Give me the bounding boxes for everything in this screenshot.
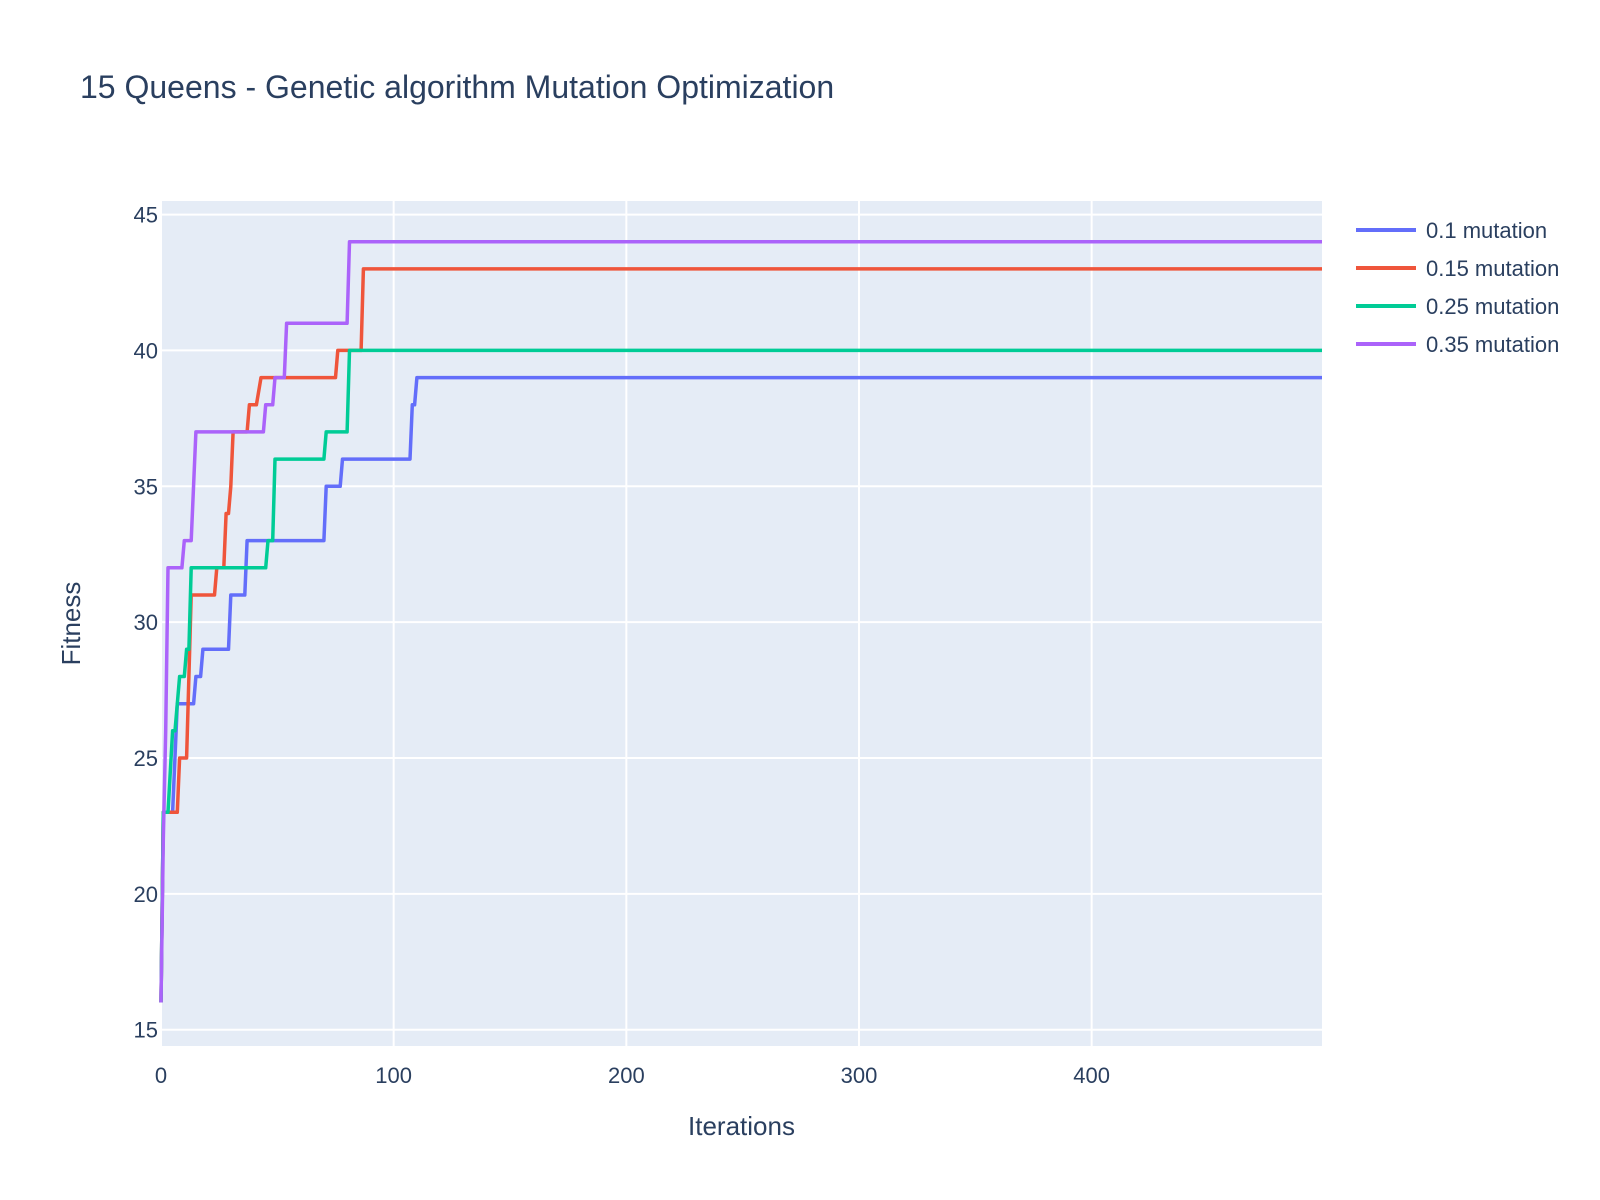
x-tick-label: 100 bbox=[375, 1063, 412, 1088]
axis-ticks: 0 100 200 300 400 15 20 25 30 35 40 45 bbox=[134, 203, 1111, 1088]
x-tick-label: 400 bbox=[1073, 1063, 1110, 1088]
y-tick-label: 25 bbox=[134, 746, 158, 771]
legend-label: 0.25 mutation bbox=[1426, 294, 1559, 319]
series-lines bbox=[159, 240, 1322, 1003]
x-axis-title: Iterations bbox=[688, 1111, 795, 1141]
series-line-0 bbox=[159, 375, 1322, 1003]
y-tick-label: 40 bbox=[134, 338, 158, 363]
y-tick-label: 15 bbox=[134, 1018, 158, 1043]
legend-item[interactable]: 0.1 mutation bbox=[1356, 218, 1547, 243]
chart-title: 15 Queens - Genetic algorithm Mutation O… bbox=[80, 69, 834, 105]
series-line-1 bbox=[159, 267, 1322, 1003]
legend-item[interactable]: 0.15 mutation bbox=[1356, 256, 1559, 281]
plot-area bbox=[161, 201, 1322, 1046]
legend-label: 0.35 mutation bbox=[1426, 332, 1559, 357]
legend[interactable]: 0.1 mutation 0.15 mutation 0.25 mutation 0.… bbox=[1356, 218, 1559, 357]
y-tick-label: 45 bbox=[134, 203, 158, 228]
series-line-3 bbox=[159, 240, 1322, 1003]
legend-item[interactable]: 0.25 mutation bbox=[1356, 294, 1559, 319]
y-tick-label: 20 bbox=[134, 882, 158, 907]
x-tick-label: 0 bbox=[155, 1063, 167, 1088]
legend-label: 0.15 mutation bbox=[1426, 256, 1559, 281]
y-axis-title: Fitness bbox=[56, 582, 86, 666]
series-line-2 bbox=[159, 348, 1322, 1003]
y-tick-label: 30 bbox=[134, 610, 158, 635]
legend-item[interactable]: 0.35 mutation bbox=[1356, 332, 1559, 357]
x-tick-label: 300 bbox=[841, 1063, 878, 1088]
y-tick-label: 35 bbox=[134, 474, 158, 499]
legend-label: 0.1 mutation bbox=[1426, 218, 1547, 243]
x-tick-label: 200 bbox=[608, 1063, 645, 1088]
